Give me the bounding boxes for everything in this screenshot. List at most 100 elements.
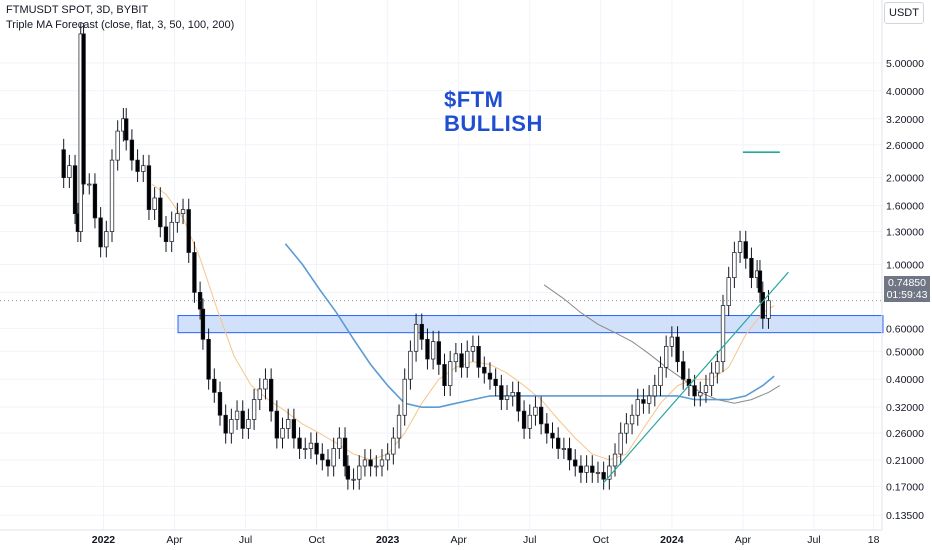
candle-body <box>578 465 584 473</box>
indicator-legend[interactable]: Triple MA Forecast (close, flat, 3, 50, … <box>6 19 235 31</box>
last-price-tag: 0.74850 01:59:43 <box>884 276 930 302</box>
candle-body <box>385 453 390 461</box>
x-tick-label: 2022 <box>92 534 116 546</box>
candle-body <box>561 448 567 450</box>
candle-body <box>337 437 342 449</box>
candle-body <box>544 423 549 434</box>
candle-body <box>720 305 726 363</box>
candle-body <box>521 410 527 429</box>
candle-body <box>124 118 129 141</box>
candle-body <box>476 345 481 368</box>
last-price-value: 0.74850 <box>888 277 926 289</box>
candle-body <box>618 432 623 455</box>
annotation-bullish: BULLISH <box>444 111 543 136</box>
candle-body <box>766 300 771 319</box>
symbol-legend[interactable]: FTMUSDT SPOT, 3D, BYBIT <box>6 4 149 16</box>
candle-body <box>453 353 459 363</box>
x-tick-label: Jul <box>239 534 252 546</box>
candle-body <box>527 414 532 429</box>
candle-body <box>274 410 279 439</box>
candle-body <box>448 361 453 386</box>
support-zone[interactable] <box>177 315 884 334</box>
candle-body <box>61 149 66 178</box>
candle-body <box>331 448 336 467</box>
candle-body <box>362 459 368 467</box>
ascending-trendline[interactable] <box>603 271 789 484</box>
drawings[interactable] <box>0 151 882 484</box>
candle-body <box>104 231 109 248</box>
candle-body <box>192 252 197 293</box>
candle-body <box>325 459 331 467</box>
candle-body <box>303 448 308 450</box>
candle-body <box>374 465 379 468</box>
candle-body <box>129 139 135 161</box>
candle-body <box>72 165 78 215</box>
ma-mid-line <box>284 243 775 409</box>
candle-body <box>263 378 268 390</box>
candle-body <box>158 197 163 228</box>
candles <box>61 23 771 490</box>
candle-body <box>186 209 191 253</box>
candle-body <box>664 345 669 368</box>
candle-body <box>67 165 72 178</box>
candle-body <box>357 465 362 480</box>
x-tick-label: Jul <box>807 534 820 546</box>
candle-body <box>590 465 595 473</box>
candle-body <box>251 399 257 420</box>
candle-body <box>516 392 521 412</box>
candle-body <box>402 378 407 416</box>
time-axis[interactable]: 2022 Apr Jul Oct 2023 Apr Jul Oct 2024 Apr Jul 18 <box>92 534 880 546</box>
x-tick-label: Oct <box>308 534 324 546</box>
candle-body <box>652 385 657 397</box>
candle-body <box>459 353 464 368</box>
x-tick-label: 2023 <box>376 534 400 546</box>
y-tick-label: 1.00000 <box>886 259 924 271</box>
currency-button[interactable]: USDT <box>884 2 924 24</box>
candle-body <box>268 378 274 412</box>
y-tick-label: 0.21000 <box>886 455 924 467</box>
y-tick-label: 0.50000 <box>886 346 924 358</box>
candle-body <box>584 465 589 473</box>
y-tick-label: 0.32000 <box>886 402 924 414</box>
bullish-annotation: $FTM BULLISH <box>444 88 543 136</box>
bar-countdown: 01:59:43 <box>886 289 928 301</box>
candle-body <box>436 341 441 365</box>
y-tick-label: 2.60000 <box>886 140 924 152</box>
candle-body <box>430 341 436 360</box>
candle-body <box>152 197 157 210</box>
x-tick-label: Apr <box>735 534 752 546</box>
candle-body <box>379 459 385 467</box>
candle-body <box>595 472 601 474</box>
candle-body <box>760 292 765 319</box>
candle-body <box>217 392 223 416</box>
candle-body <box>732 252 737 278</box>
candle-body <box>342 437 348 467</box>
candle-body <box>499 385 504 400</box>
candle-body <box>141 165 146 172</box>
y-tick-label: 0.17000 <box>886 481 924 493</box>
candle-body <box>396 414 402 439</box>
candle-body <box>425 338 430 360</box>
x-tick-label: 2024 <box>660 534 684 546</box>
candle-body <box>567 448 572 461</box>
candle-body <box>206 338 211 380</box>
support-zone-rect[interactable] <box>177 315 884 334</box>
y-tick-label: 1.30000 <box>886 227 924 239</box>
candle-body <box>98 217 103 248</box>
candle-body <box>726 277 731 306</box>
candle-body <box>556 437 561 449</box>
candle-body <box>246 419 251 429</box>
x-tick-label: Jul <box>523 534 536 546</box>
candle-body <box>351 478 356 481</box>
y-tick-label: 2.00000 <box>886 173 924 185</box>
candle-body <box>737 241 743 253</box>
candle-body <box>345 465 351 480</box>
candle-body <box>257 388 262 400</box>
x-tick-label: 18 <box>868 534 880 546</box>
x-tick-label: Apr <box>451 534 468 546</box>
candle-body <box>320 453 325 461</box>
candle-body <box>240 410 245 429</box>
candle-body <box>709 372 714 386</box>
candle-body <box>538 406 544 425</box>
